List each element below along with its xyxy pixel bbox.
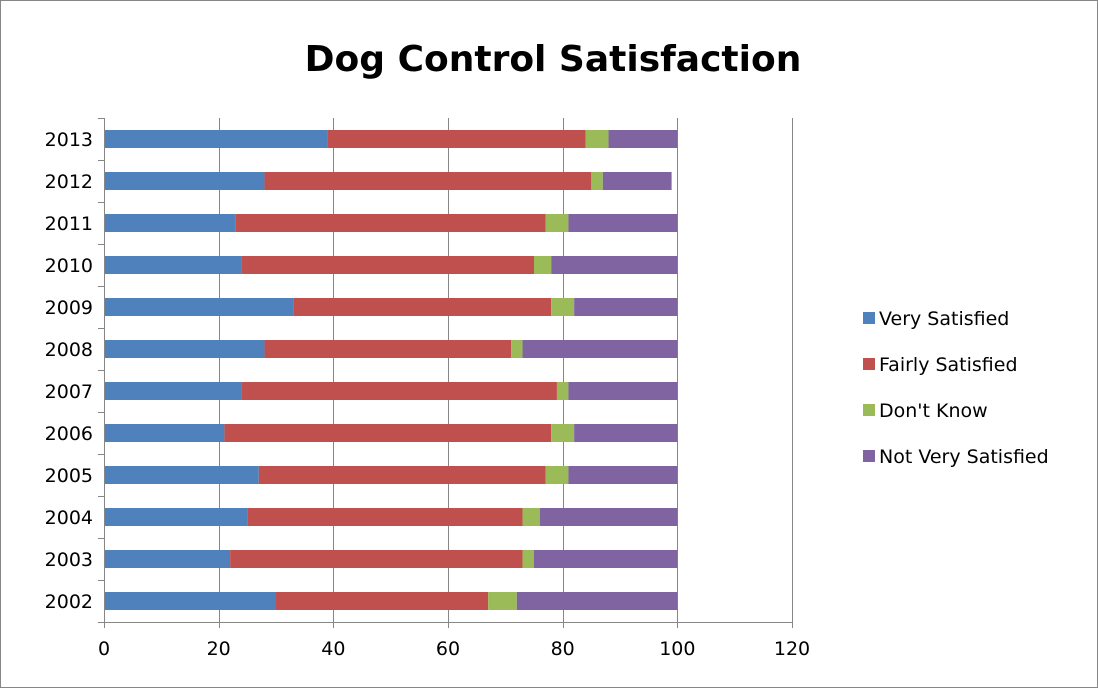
bar-2010-series-2 — [534, 256, 552, 274]
y-tick-label-2004: 2004 — [45, 507, 93, 529]
bar-2003-series-2 — [522, 550, 534, 568]
bar-2012-series-2 — [591, 172, 603, 190]
bar-2010-series-3 — [551, 256, 678, 274]
bar-2009-series-1 — [293, 298, 552, 316]
bar-2011-series-1 — [235, 214, 546, 232]
bar-2009-series-0 — [104, 298, 294, 316]
x-tick-label-60: 60 — [436, 638, 460, 660]
bar-2002-series-3 — [516, 592, 678, 610]
bar-2010-series-1 — [241, 256, 534, 274]
bar-2003-series-0 — [104, 550, 231, 568]
bar-2013-series-0 — [104, 130, 328, 148]
bar-2004-series-2 — [522, 508, 540, 526]
bar-2012-series-0 — [104, 172, 265, 190]
y-tick-label-2012: 2012 — [45, 171, 93, 193]
bar-2002-series-2 — [488, 592, 517, 610]
bar-2007-series-1 — [241, 382, 557, 400]
x-tick-labels: 0 20 40 60 80 100 120 — [98, 638, 810, 660]
y-tick-labels: 2013 2012 2011 2010 2009 2008 2007 2006 2005 2004… — [45, 129, 93, 613]
bar-2006-series-3 — [574, 424, 678, 442]
bar-2002-series-0 — [104, 592, 276, 610]
x-tick-label-20: 20 — [207, 638, 231, 660]
bar-2008-series-0 — [104, 340, 265, 358]
bar-2005-series-0 — [104, 466, 259, 484]
bar-2004-series-1 — [247, 508, 523, 526]
bar-2004-series-3 — [539, 508, 678, 526]
bar-2012-series-3 — [602, 172, 672, 190]
legend: Very Satisfied Fairly Satisfied Don't Know… — [863, 308, 1049, 468]
bar-2011-series-3 — [568, 214, 678, 232]
bar-2011-series-2 — [545, 214, 569, 232]
legend-label-2: Don't Know — [879, 400, 988, 422]
bar-2008-series-2 — [511, 340, 523, 358]
y-tick-label-2011: 2011 — [45, 213, 93, 235]
bar-2002-series-1 — [276, 592, 489, 610]
bar-2004-series-0 — [104, 508, 248, 526]
legend-swatch-2 — [863, 404, 875, 416]
bar-2006-series-0 — [104, 424, 225, 442]
bar-2013-series-1 — [327, 130, 586, 148]
y-tick-label-2003: 2003 — [45, 549, 93, 571]
bar-2013-series-2 — [585, 130, 609, 148]
bar-2013-series-3 — [608, 130, 678, 148]
bar-2007-series-0 — [104, 382, 242, 400]
bar-2008-series-3 — [522, 340, 678, 358]
y-tick-label-2008: 2008 — [45, 339, 93, 361]
bar-2005-series-2 — [545, 466, 569, 484]
bar-2007-series-3 — [568, 382, 678, 400]
bar-2008-series-1 — [264, 340, 512, 358]
x-tick-label-0: 0 — [98, 638, 110, 660]
y-tick-label-2005: 2005 — [45, 465, 93, 487]
bar-2006-series-2 — [551, 424, 575, 442]
bar-2003-series-1 — [230, 550, 523, 568]
y-tick-label-2002: 2002 — [45, 591, 93, 613]
bar-2010-series-0 — [104, 256, 242, 274]
bar-2007-series-2 — [556, 382, 569, 400]
bar-2003-series-3 — [534, 550, 678, 568]
axes — [98, 118, 793, 628]
y-tick-label-2009: 2009 — [45, 297, 93, 319]
legend-label-1: Fairly Satisfied — [879, 354, 1018, 376]
bar-2009-series-3 — [574, 298, 678, 316]
x-tick-label-120: 120 — [774, 638, 810, 660]
bar-2009-series-2 — [551, 298, 575, 316]
x-tick-label-80: 80 — [551, 638, 575, 660]
legend-swatch-1 — [863, 358, 875, 370]
legend-swatch-3 — [863, 450, 875, 462]
y-tick-label-2007: 2007 — [45, 381, 93, 403]
bars — [104, 130, 678, 610]
y-tick-label-2006: 2006 — [45, 423, 93, 445]
x-tick-label-100: 100 — [659, 638, 695, 660]
bar-2011-series-0 — [104, 214, 236, 232]
chart-title: Dog Control Satisfaction — [305, 39, 802, 80]
y-tick-label-2010: 2010 — [45, 255, 93, 277]
x-tick-label-40: 40 — [321, 638, 345, 660]
y-tick-label-2013: 2013 — [45, 129, 93, 151]
legend-swatch-0 — [863, 312, 875, 324]
legend-label-3: Not Very Satisfied — [879, 446, 1049, 468]
gridlines — [219, 118, 793, 622]
bar-2005-series-1 — [258, 466, 546, 484]
bar-2005-series-3 — [568, 466, 678, 484]
bar-2012-series-1 — [264, 172, 592, 190]
legend-label-0: Very Satisfied — [879, 308, 1009, 330]
bar-2006-series-1 — [224, 424, 552, 442]
